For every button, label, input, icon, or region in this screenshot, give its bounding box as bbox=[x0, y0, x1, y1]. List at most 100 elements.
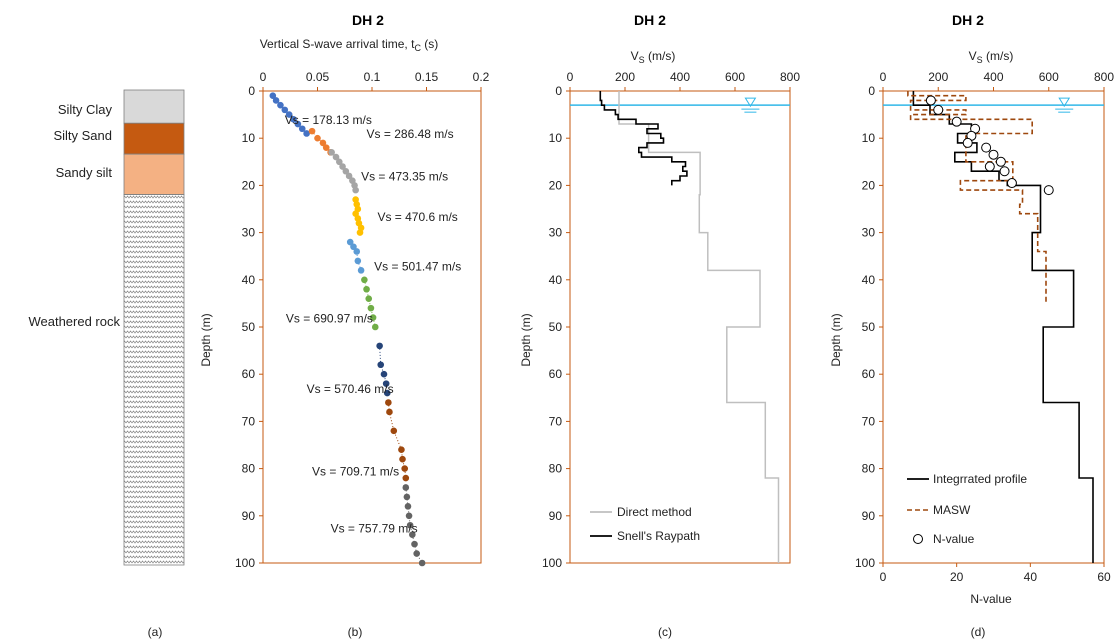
data-point-b-1-2 bbox=[319, 139, 327, 147]
n-value-point-1 bbox=[933, 104, 944, 115]
data-point-b-4-0 bbox=[346, 238, 354, 246]
y-tick-label-b-8: 80 bbox=[242, 462, 256, 476]
data-point-b-2-0 bbox=[328, 149, 335, 156]
data-point-b-8-4 bbox=[406, 521, 414, 529]
y-tick-label-b-7: 70 bbox=[242, 414, 256, 428]
data-point-b-0-4 bbox=[285, 111, 293, 118]
data-point-b-8-2 bbox=[404, 503, 412, 510]
n-value-point-5 bbox=[962, 137, 973, 148]
data-point-b-2-8 bbox=[352, 186, 359, 194]
trend-line-b-6 bbox=[379, 345, 388, 394]
data-point-b-6-0 bbox=[376, 342, 383, 350]
data-point-b-4-1 bbox=[350, 243, 357, 251]
x-tick-label-c-2: 400 bbox=[670, 70, 690, 84]
data-point-b-3-7 bbox=[356, 229, 364, 236]
data-point-b-6-3 bbox=[382, 380, 390, 387]
x-tick-label-b-1: 0.05 bbox=[306, 70, 330, 84]
y-tick-label-c-7: 70 bbox=[549, 414, 563, 428]
y-tick-label-c-9: 90 bbox=[549, 509, 563, 523]
x-tick-label-c-1: 200 bbox=[615, 70, 635, 84]
strata-column bbox=[123, 89, 185, 566]
data-point-b-8-3 bbox=[405, 512, 413, 520]
data-point-b-1-3 bbox=[322, 144, 330, 151]
x-tick-label-d-2: 400 bbox=[983, 70, 1003, 84]
trend-line-b-5 bbox=[363, 279, 376, 328]
data-point-b-7-4 bbox=[399, 455, 406, 463]
axes-b: 0 0.05 0.1 0.15 0.2 0 10 20 30 40 50 60 70 80 90 100 bbox=[235, 70, 490, 570]
x-tick-label-b-2: 0.1 bbox=[364, 70, 381, 84]
vs-annotation-b-6: Vs = 570.46 m/s bbox=[307, 382, 394, 396]
x-tick-label-b-4: 0.2 bbox=[473, 70, 490, 84]
water-table-icon-d bbox=[1058, 97, 1071, 108]
data-point-b-2-4 bbox=[342, 167, 350, 175]
plot-marks-b bbox=[269, 92, 426, 567]
y-axis-label-d: Depth (m) bbox=[829, 313, 843, 366]
x-axis-label-c-unit: (m/s) bbox=[645, 49, 676, 63]
n-value-point-11 bbox=[1006, 178, 1017, 189]
y-tick-label-c-2: 20 bbox=[549, 178, 563, 192]
n-value-point-0 bbox=[925, 95, 936, 106]
data-point-b-7-0 bbox=[385, 399, 392, 406]
y-tick-label-b-3: 30 bbox=[242, 226, 256, 240]
n-value-point-12 bbox=[1043, 185, 1054, 196]
data-point-b-5-3 bbox=[367, 304, 375, 312]
panel-label-d: (d) bbox=[971, 625, 986, 639]
vs-annotation-b-7: Vs = 709.71 m/s bbox=[312, 465, 399, 479]
legend-label-masw: MASW bbox=[933, 503, 971, 517]
vs-annotation-b-1: Vs = 286.48 m/s bbox=[367, 127, 454, 141]
plot-marks-d bbox=[883, 91, 1104, 563]
panel-label-a: (a) bbox=[148, 625, 163, 639]
plot-marks-c bbox=[570, 91, 790, 563]
series-line-d-1 bbox=[907, 91, 1047, 304]
legend-marker-n-value bbox=[913, 534, 923, 544]
legend-c: Direct method Snell's Raypath bbox=[590, 505, 700, 543]
y-tick-label-d-3: 30 bbox=[862, 226, 876, 240]
n-value-point-10 bbox=[999, 166, 1010, 177]
data-point-b-6-4 bbox=[383, 389, 391, 397]
legend-d: Integrrated profile MASW N-value bbox=[907, 472, 1027, 546]
y-tick-label-c-8: 80 bbox=[549, 462, 563, 476]
chart-title-c: DH 2 bbox=[634, 12, 666, 28]
layer-label-silty-clay: Silty Clay bbox=[58, 102, 113, 117]
panel-c: DH 2 VS (m/s) Depth (m) 0 200 400 600 800 0 10… bbox=[519, 12, 800, 570]
x-axis-label-d-sub: S bbox=[977, 55, 983, 65]
series-line-c-1 bbox=[599, 91, 688, 186]
data-point-b-1-0 bbox=[308, 127, 316, 135]
data-point-b-7-5 bbox=[401, 465, 409, 472]
legend-label-n-value: N-value bbox=[933, 532, 975, 546]
layer-label-weathered-rock: Weathered rock bbox=[28, 314, 120, 329]
x-tick-label-d-4: 800 bbox=[1094, 70, 1114, 84]
y-tick-label-b-0: 0 bbox=[248, 84, 255, 98]
y-tick-label-d-5: 50 bbox=[862, 320, 876, 334]
x-axis-label-d-unit: (m/s) bbox=[983, 49, 1014, 63]
series-line-c-0 bbox=[618, 91, 780, 563]
velocity-annotations-b: Vs = 178.13 m/sVs = 286.48 m/s Vs = 473.3… bbox=[285, 113, 461, 535]
x-tick-label-c-3: 600 bbox=[725, 70, 745, 84]
n-value-point-2 bbox=[951, 116, 962, 127]
y-tick-label-b-9: 90 bbox=[242, 509, 256, 523]
x2-tick-label-d-1: 20 bbox=[950, 570, 964, 584]
y-tick-label-d-0: 0 bbox=[868, 84, 875, 98]
x-tick-label-d-1: 200 bbox=[928, 70, 948, 84]
data-point-b-0-0 bbox=[269, 92, 277, 100]
axes-d: 0 200 400 600 800 0 10 20 30 40 50 60 70 80 90 100 0 20 40… bbox=[855, 70, 1114, 584]
data-point-b-8-8 bbox=[418, 559, 426, 567]
x-tick-label-b-0: 0 bbox=[260, 70, 267, 84]
y-tick-label-d-6: 60 bbox=[862, 367, 876, 381]
layer-label-sandy-silt: Sandy silt bbox=[56, 165, 113, 180]
x-axis-label-d-main: V bbox=[969, 49, 977, 63]
data-point-b-2-3 bbox=[339, 163, 346, 170]
layer-label-silty-sand: Silty Sand bbox=[53, 128, 112, 143]
panel-b: DH 2 Vertical S-wave arrival time, tC (s… bbox=[199, 12, 490, 570]
vs-annotation-b-8: Vs = 757.79 m/s bbox=[331, 521, 418, 535]
y-axis-label-c: Depth (m) bbox=[519, 313, 533, 366]
n-value-point-6 bbox=[981, 142, 992, 153]
strata-layer-3 bbox=[123, 194, 185, 566]
y-tick-label-d-9: 90 bbox=[862, 509, 876, 523]
y-tick-label-d-10: 100 bbox=[855, 556, 875, 570]
x-axis-label-c: VS (m/s) bbox=[631, 49, 676, 65]
data-point-b-8-6 bbox=[411, 540, 418, 548]
y-tick-label-d-4: 40 bbox=[862, 273, 876, 287]
y-tick-label-b-4: 40 bbox=[242, 273, 256, 287]
